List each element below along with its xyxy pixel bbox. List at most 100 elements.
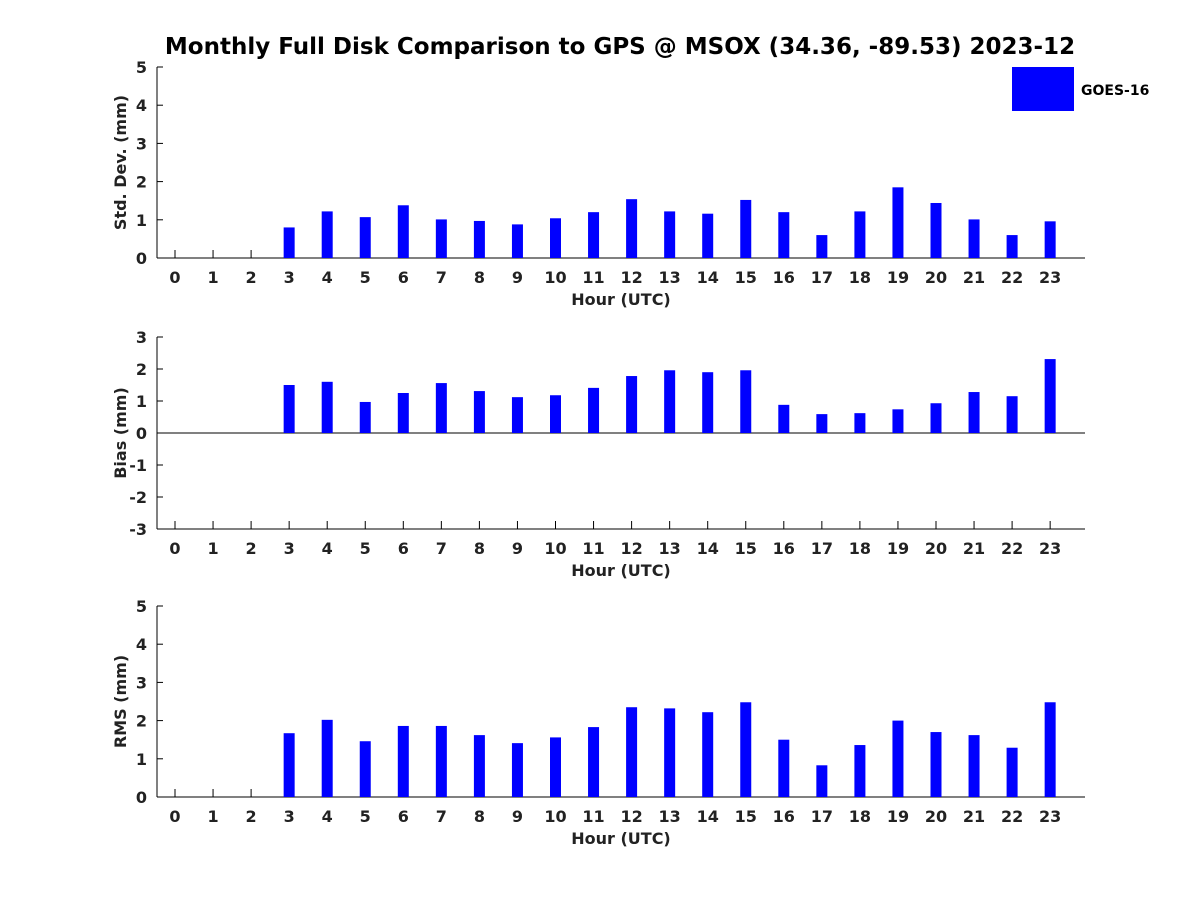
x-tick-label-bias-11: 11 [582,539,604,558]
x-tick-label-rms-1: 1 [207,807,218,826]
y-tick-label-rms-1: 1 [136,750,147,769]
x-tick-label-rms-8: 8 [474,807,485,826]
bar-std-4 [321,211,333,258]
bar-std-9 [511,224,523,258]
x-tick-label-bias-4: 4 [322,539,333,558]
x-tick-label-bias-14: 14 [697,539,719,558]
x-tick-label-bias-13: 13 [659,539,681,558]
x-tick-label-rms-2: 2 [246,807,257,826]
x-axis-label-std: Hour (UTC) [571,290,671,309]
x-tick-label-bias-6: 6 [398,539,409,558]
x-tick-label-std-9: 9 [512,268,523,287]
bar-bias-17 [816,414,828,433]
bar-std-19 [892,187,904,258]
bar-std-7 [435,219,447,258]
bar-std-14 [702,213,714,258]
bar-rms-6 [397,725,409,797]
x-tick-label-std-8: 8 [474,268,485,287]
x-tick-label-std-6: 6 [398,268,409,287]
x-tick-label-std-14: 14 [697,268,719,287]
bar-std-21 [968,219,980,258]
bar-bias-7 [435,383,447,433]
x-tick-label-bias-3: 3 [284,539,295,558]
bar-rms-4 [321,719,333,797]
y-tick-label-bias-3: 0 [136,424,147,443]
y-tick-label-rms-2: 2 [136,712,147,731]
bar-bias-15 [740,370,752,433]
x-tick-label-bias-10: 10 [544,539,566,558]
bar-std-15 [740,199,752,258]
x-tick-label-std-0: 0 [169,268,180,287]
bar-rms-10 [550,737,561,797]
y-tick-label-std-5: 5 [136,58,147,77]
bar-bias-19 [892,409,904,433]
bar-rms-9 [511,743,523,797]
x-tick-label-rms-5: 5 [360,807,371,826]
x-tick-label-std-22: 22 [1001,268,1023,287]
y-tick-label-rms-5: 5 [136,597,147,616]
x-tick-label-bias-1: 1 [207,539,218,558]
bar-bias-3 [283,385,295,433]
bar-rms-16 [778,739,790,797]
legend-swatch-goes-16 [1012,67,1074,111]
x-tick-label-rms-19: 19 [887,807,909,826]
x-tick-label-rms-10: 10 [544,807,566,826]
y-tick-label-bias-5: 2 [136,360,147,379]
x-tick-label-rms-18: 18 [849,807,871,826]
y-tick-label-std-3: 3 [136,134,147,153]
x-tick-label-bias-20: 20 [925,539,947,558]
x-tick-label-rms-14: 14 [697,807,719,826]
bar-rms-17 [816,765,828,797]
bar-rms-19 [892,720,904,797]
bar-std-16 [778,212,790,258]
x-tick-label-rms-16: 16 [773,807,795,826]
x-tick-label-bias-7: 7 [436,539,447,558]
x-tick-label-rms-22: 22 [1001,807,1023,826]
bar-rms-15 [740,702,752,797]
x-tick-label-bias-21: 21 [963,539,985,558]
bar-bias-21 [968,392,980,433]
x-tick-label-std-13: 13 [659,268,681,287]
bar-rms-11 [588,727,600,797]
legend: GOES-16 [1012,67,1149,111]
x-tick-label-std-3: 3 [284,268,295,287]
x-tick-label-bias-16: 16 [773,539,795,558]
bar-std-5 [359,217,371,258]
bar-std-6 [397,205,409,258]
bar-bias-16 [778,404,790,433]
x-tick-label-rms-4: 4 [322,807,333,826]
y-axis-label-rms: RMS (mm) [111,655,130,748]
bar-rms-21 [968,735,980,797]
bar-rms-22 [1006,747,1018,797]
bar-bias-22 [1006,396,1018,433]
x-tick-label-std-21: 21 [963,268,985,287]
y-tick-label-std-4: 4 [136,96,147,115]
x-tick-label-rms-23: 23 [1039,807,1061,826]
bar-std-20 [930,202,942,258]
bar-bias-11 [588,387,600,433]
bar-bias-9 [511,397,523,433]
bar-std-12 [626,199,638,258]
x-tick-label-rms-12: 12 [620,807,642,826]
chart-title: Monthly Full Disk Comparison to GPS @ MS… [165,34,1075,60]
bar-rms-18 [854,745,866,797]
x-tick-label-bias-23: 23 [1039,539,1061,558]
x-tick-label-std-12: 12 [620,268,642,287]
bar-bias-4 [321,381,333,433]
bar-rms-23 [1044,702,1056,797]
bar-std-8 [473,220,485,258]
bar-std-11 [588,212,600,258]
x-tick-label-std-4: 4 [322,268,333,287]
y-tick-label-bias-0: -3 [129,520,147,539]
x-tick-label-bias-8: 8 [474,539,485,558]
y-tick-label-std-2: 2 [136,173,147,192]
y-tick-label-rms-4: 4 [136,635,147,654]
bar-std-17 [816,235,828,258]
x-tick-label-std-19: 19 [887,268,909,287]
bar-rms-14 [702,712,714,797]
bar-rms-8 [473,735,485,797]
x-tick-label-std-5: 5 [360,268,371,287]
